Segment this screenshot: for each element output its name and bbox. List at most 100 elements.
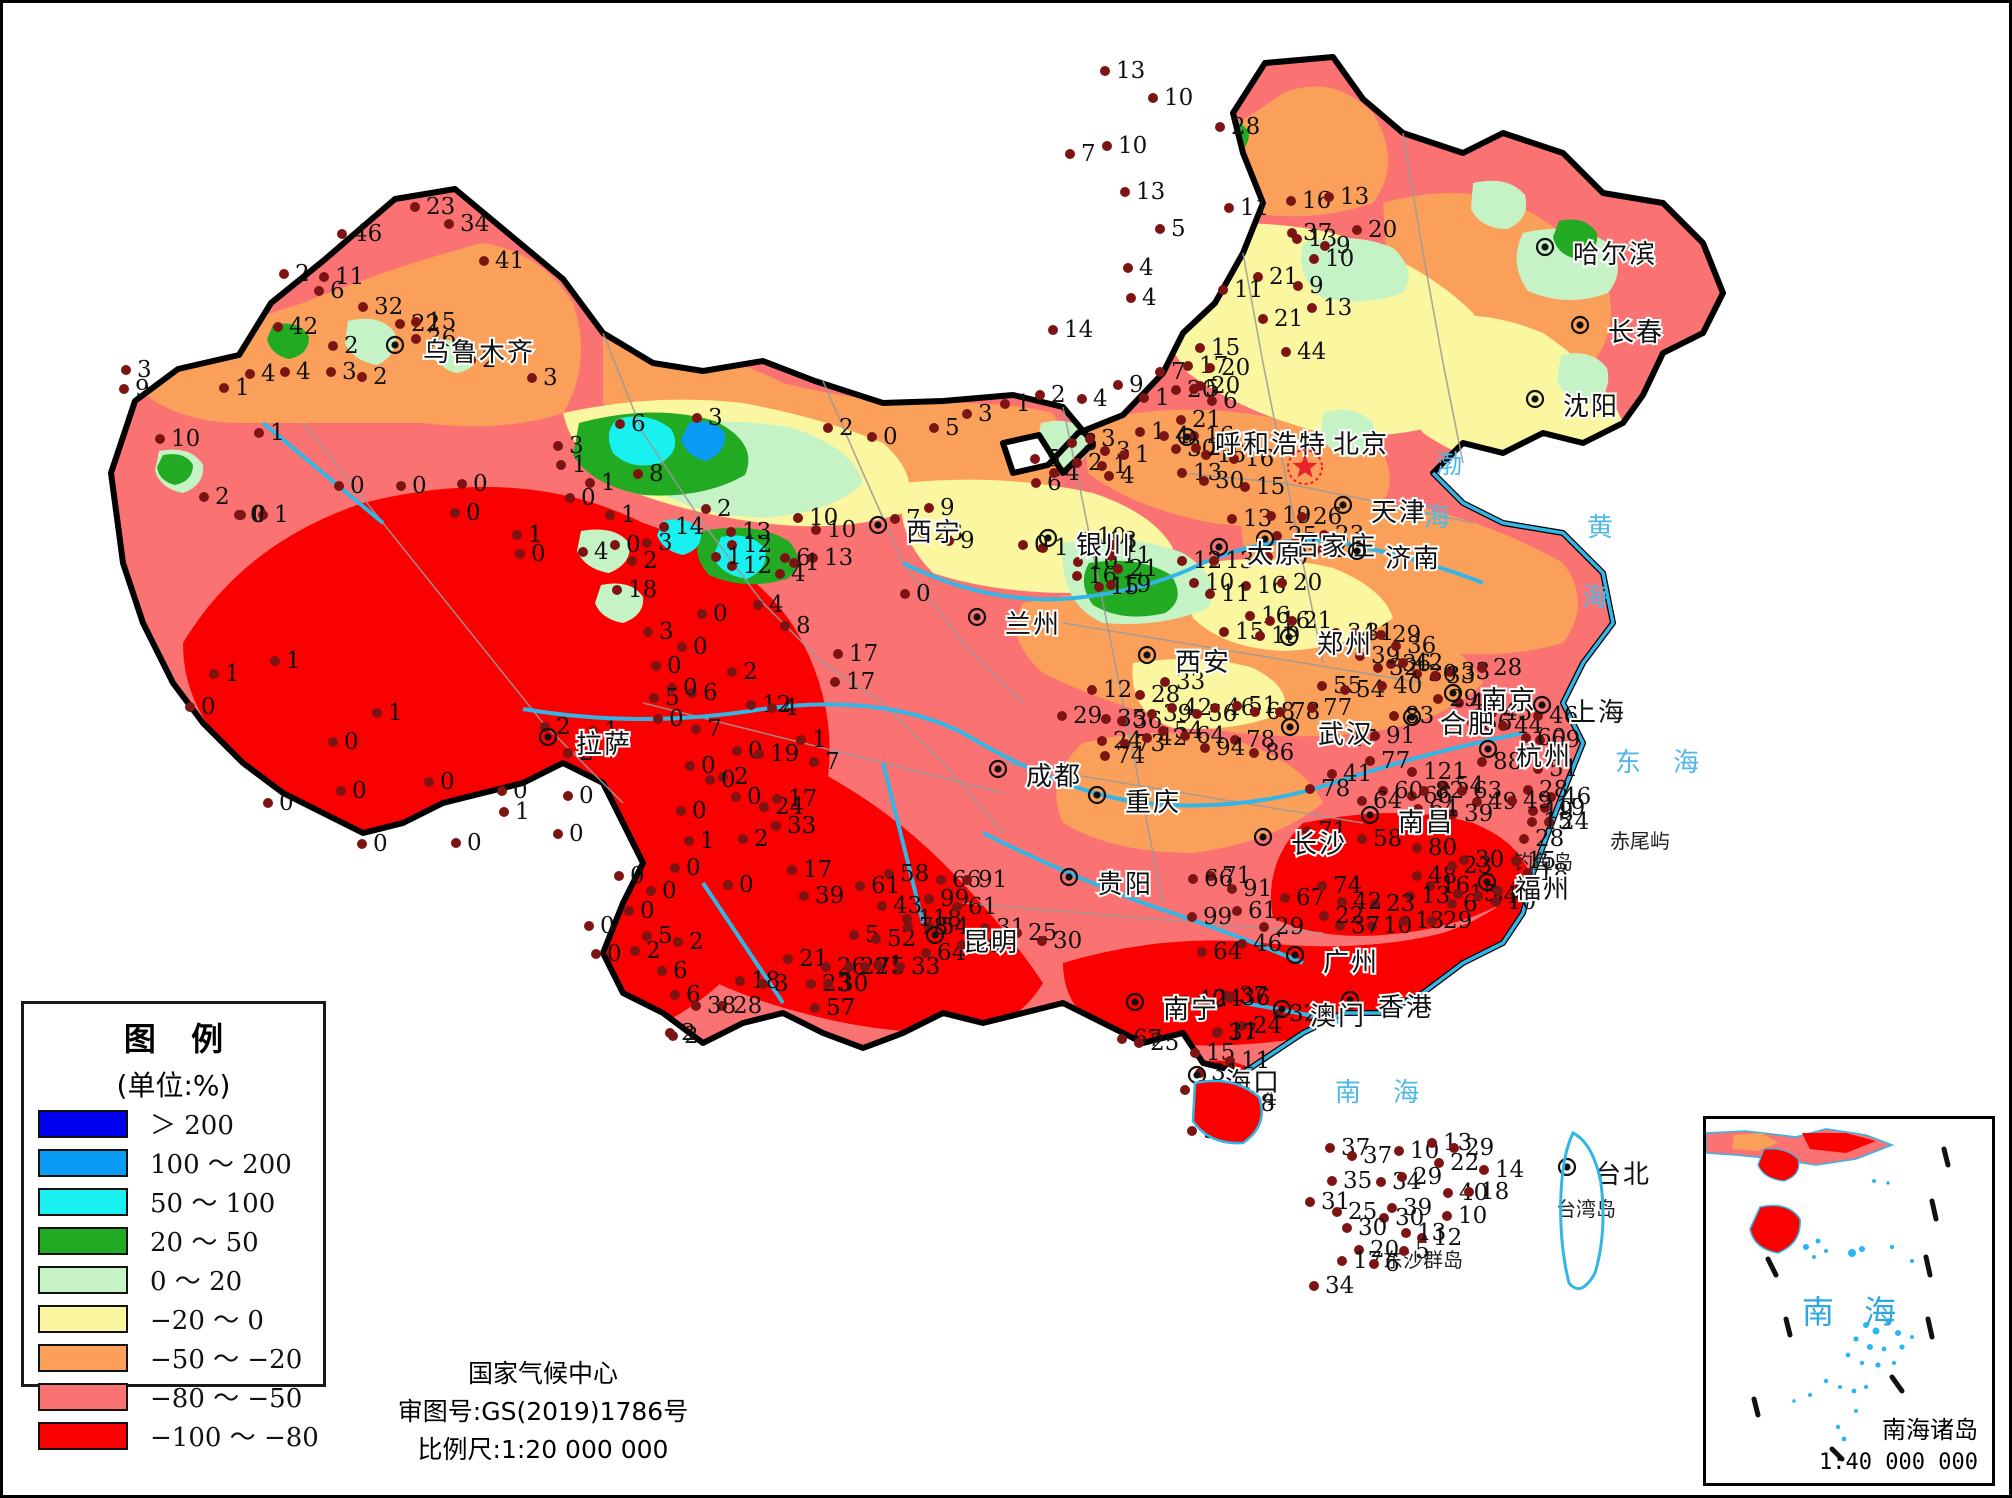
station-dot (1297, 512, 1307, 522)
station-dot (1229, 454, 1239, 464)
station-dot (1442, 1211, 1452, 1221)
city-marker-inner (1366, 811, 1374, 819)
legend-row: −50 ～ −20 (24, 1338, 323, 1377)
station-dot (563, 748, 573, 758)
station-value: 4 (594, 539, 609, 565)
station-dot (823, 979, 833, 989)
station-dot (1134, 1038, 1144, 1048)
city-marker-outer (1340, 990, 1360, 1010)
coastline (1242, 471, 1615, 1075)
city-marker-inner (931, 931, 939, 939)
station-dot (867, 432, 877, 442)
station-value: 13 (824, 545, 853, 571)
station-value: 15 (1543, 809, 1572, 835)
station-dot (793, 513, 803, 523)
legend-swatch (38, 1109, 128, 1138)
city-marker-outer (1137, 645, 1157, 665)
station-value: 11 (1234, 277, 1263, 303)
station-value: 10 (1458, 1203, 1487, 1229)
station-dot (1365, 756, 1375, 766)
city-label: 长春 (1608, 318, 1664, 348)
station-value: 2 (344, 333, 359, 359)
station-dot (1379, 1213, 1389, 1223)
station-value: 14 (1495, 1157, 1524, 1183)
city-marker-outer (538, 727, 558, 747)
station-dot (677, 642, 687, 652)
city-marker-inner (391, 341, 399, 349)
station-dot (952, 902, 962, 912)
credit-organization: 国家气候中心 (467, 1359, 618, 1388)
station-dot (727, 540, 737, 550)
station-dot (319, 272, 329, 282)
station-dot (691, 1001, 701, 1011)
legend-label: −20 ～ 0 (150, 1306, 264, 1336)
station-dot (1528, 806, 1538, 816)
station-dot (1072, 571, 1082, 581)
station-dot (1188, 874, 1198, 884)
station-dot (1357, 796, 1367, 806)
city-marker-outer (925, 925, 945, 945)
station-value: 29 (1413, 1164, 1442, 1190)
station-value: 23 (1386, 891, 1415, 917)
station-dot (1227, 884, 1237, 894)
station-dot (1399, 1246, 1409, 1256)
station-value: 4 (261, 361, 276, 387)
station-dot (657, 966, 667, 976)
station-dot (337, 229, 347, 239)
station-value: 39 (815, 883, 844, 909)
station-value: 1 (235, 375, 250, 401)
city-label: 香港 (1378, 993, 1434, 1023)
station-dot (1215, 122, 1225, 132)
station-dot (780, 553, 790, 563)
station-value: 6 (703, 680, 718, 706)
station-dot (1325, 1143, 1335, 1153)
station-dot (1048, 325, 1058, 335)
station-value: 0 (473, 471, 488, 497)
legend-label: −100 ～ −80 (150, 1423, 319, 1453)
station-dot (1397, 1172, 1407, 1182)
station-value: 0 (916, 581, 931, 607)
station-value: 0 (279, 790, 294, 816)
city-marker-outer (1209, 537, 1229, 557)
credit-approval-number: 审图号:GS(2019)1786号 (397, 1397, 689, 1426)
station-value: 13 (1340, 184, 1369, 210)
station-value: 36 (1407, 633, 1436, 659)
station-dot (670, 863, 680, 873)
station-dot (1309, 254, 1319, 264)
station-value: 2 (373, 364, 388, 390)
station-dot (1101, 714, 1111, 724)
station-value: 2 (717, 496, 732, 522)
station-dot (653, 714, 663, 724)
station-dot (119, 384, 129, 394)
station-value: 33 (1176, 669, 1205, 695)
station-dot (1206, 871, 1216, 881)
inset-sea-name: 南 海 (1802, 1293, 1907, 1331)
station-value: 32 (374, 294, 403, 320)
station-dot (1097, 461, 1107, 471)
station-value: 39 (1464, 801, 1493, 827)
station-dot (1317, 881, 1327, 891)
station-value: 0 (467, 830, 482, 856)
station-value: 77 (1381, 748, 1410, 774)
station-dot (326, 367, 336, 377)
station-value: 19 (1122, 572, 1151, 598)
station-value: 0 (662, 878, 677, 904)
station-dot (1012, 928, 1022, 938)
station-value: 46 (1549, 703, 1578, 729)
station-value: 0 (692, 798, 707, 824)
city-marker-inner (1261, 535, 1269, 543)
station-value: 3 (569, 433, 584, 459)
station-dot (1240, 482, 1250, 492)
station-dot (1265, 616, 1275, 626)
city-marker-inner (1143, 651, 1151, 659)
city-marker-outer (1280, 717, 1300, 737)
station-dot (1158, 726, 1168, 736)
city-marker-outer (1255, 529, 1275, 549)
station-value: 77 (1323, 695, 1352, 721)
station-value: 0 (600, 913, 615, 939)
station-value: 28 (1535, 826, 1564, 852)
station-value: 25 (1348, 1199, 1377, 1225)
city-marker-outer (1478, 739, 1498, 759)
station-dot (918, 528, 928, 538)
station-value: 2 (684, 1023, 699, 1049)
